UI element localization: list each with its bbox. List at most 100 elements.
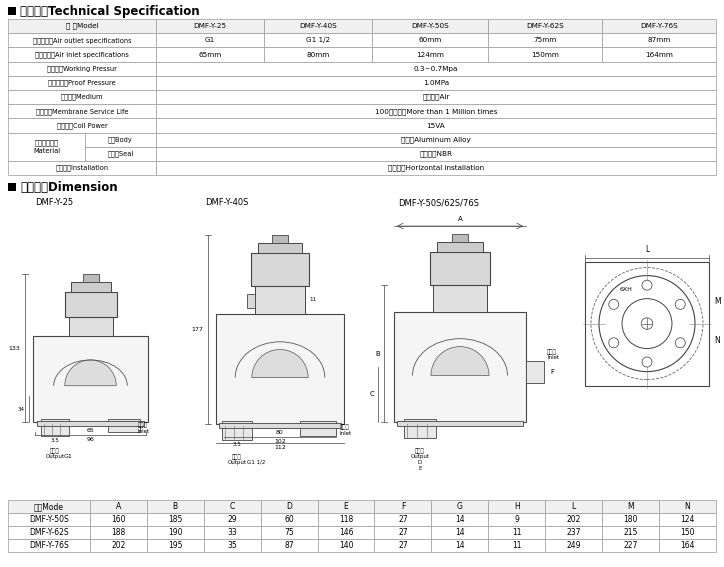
Text: 227: 227	[623, 541, 638, 550]
Text: D: D	[286, 502, 292, 511]
Bar	[203, 539, 261, 552]
Bar	[433, 285, 487, 312]
Text: 87mm: 87mm	[647, 37, 670, 43]
Bar	[222, 421, 252, 440]
Text: 进气口
Inlet: 进气口 Inlet	[547, 349, 559, 361]
Text: 主要配件材质
Material: 主要配件材质 Material	[33, 139, 60, 154]
Text: 进气口
Inlet: 进气口 Inlet	[138, 422, 150, 434]
Text: 11: 11	[512, 528, 521, 537]
Text: 水平安装Horizontal installation: 水平安装Horizontal installation	[388, 165, 484, 171]
Text: DMF-Y-25: DMF-Y-25	[35, 198, 73, 207]
Bar	[147, 526, 203, 539]
Text: 195: 195	[168, 541, 182, 550]
Text: DMF-Y-25: DMF-Y-25	[193, 23, 227, 29]
Bar	[33, 336, 148, 422]
Text: M: M	[627, 502, 634, 511]
Bar	[602, 33, 716, 48]
Bar	[261, 526, 318, 539]
Text: G1 1/2: G1 1/2	[306, 37, 330, 43]
Text: 215: 215	[623, 528, 638, 537]
Text: N: N	[685, 502, 691, 511]
Text: 75: 75	[285, 528, 294, 537]
Bar	[372, 33, 488, 48]
Bar	[203, 526, 261, 539]
Text: 27: 27	[398, 515, 408, 524]
Bar	[156, 161, 716, 175]
Bar	[8, 539, 90, 552]
Bar	[488, 19, 602, 33]
Text: 密封圈Seal: 密封圈Seal	[107, 151, 134, 157]
Bar	[602, 19, 716, 33]
Bar	[394, 312, 526, 422]
Bar	[156, 90, 716, 104]
Text: 164mm: 164mm	[645, 52, 673, 57]
Bar	[8, 133, 85, 161]
Wedge shape	[64, 360, 117, 386]
Text: 本体Body: 本体Body	[108, 137, 133, 143]
Text: 技术参数Technical Specification: 技术参数Technical Specification	[20, 5, 200, 18]
Bar	[374, 539, 432, 552]
Wedge shape	[431, 346, 489, 376]
Bar	[372, 48, 488, 62]
Bar	[64, 293, 117, 316]
Text: 96: 96	[87, 437, 94, 442]
Text: DMF-Y-40S: DMF-Y-40S	[299, 23, 337, 29]
Text: G1: G1	[64, 454, 73, 459]
Text: 工作压力Working Pressur: 工作压力Working Pressur	[47, 65, 117, 72]
Bar	[602, 48, 716, 62]
Bar	[156, 133, 716, 147]
Text: 出气口规格Air outlet specifications: 出气口规格Air outlet specifications	[33, 37, 131, 44]
Text: 14: 14	[455, 515, 465, 524]
Text: 29: 29	[227, 515, 237, 524]
Text: 202: 202	[111, 541, 125, 550]
Text: 使用介质Medium: 使用介质Medium	[61, 94, 104, 100]
Text: G1 1/2: G1 1/2	[247, 459, 265, 464]
Text: 33: 33	[227, 528, 237, 537]
Bar	[8, 76, 156, 90]
Text: F: F	[550, 369, 554, 375]
Bar	[8, 526, 90, 539]
Text: 丁腈橡胶NBR: 丁腈橡胶NBR	[419, 151, 452, 157]
Bar	[585, 261, 709, 386]
Bar	[85, 147, 156, 161]
Bar	[255, 286, 305, 314]
Bar	[432, 500, 488, 513]
Bar	[156, 48, 264, 62]
Circle shape	[675, 299, 685, 310]
Text: 35: 35	[227, 541, 237, 550]
Bar	[488, 513, 545, 526]
Bar	[8, 48, 156, 62]
Text: L: L	[645, 244, 649, 253]
Bar	[216, 314, 344, 424]
Text: 249: 249	[566, 541, 581, 550]
Bar	[437, 242, 483, 252]
Text: 60mm: 60mm	[418, 37, 442, 43]
Bar	[156, 19, 264, 33]
Text: C: C	[369, 391, 374, 397]
Text: A: A	[458, 216, 463, 222]
Bar	[261, 513, 318, 526]
Text: DMF-Y-50S: DMF-Y-50S	[411, 23, 449, 29]
Bar	[602, 500, 659, 513]
Text: 出气口
Output
D
E: 出气口 Output D E	[411, 448, 429, 471]
Bar	[488, 48, 602, 62]
Text: 27: 27	[398, 528, 408, 537]
Text: 100万次以上More than 1 Million times: 100万次以上More than 1 Million times	[375, 108, 497, 115]
Circle shape	[642, 280, 652, 290]
Bar	[247, 294, 255, 308]
Bar	[659, 526, 716, 539]
Text: 15VA: 15VA	[426, 122, 445, 129]
Text: 65: 65	[87, 428, 94, 433]
Bar	[397, 421, 523, 426]
Text: 外型尺寸Dimension: 外型尺寸Dimension	[20, 181, 117, 194]
Circle shape	[609, 338, 619, 348]
Bar	[264, 19, 372, 33]
Text: 75mm: 75mm	[534, 37, 557, 43]
Text: 124: 124	[681, 515, 695, 524]
Bar	[8, 513, 90, 526]
Bar	[85, 133, 156, 147]
Bar	[318, 539, 374, 552]
Bar	[8, 62, 156, 76]
Bar	[318, 513, 374, 526]
Bar	[156, 119, 716, 133]
